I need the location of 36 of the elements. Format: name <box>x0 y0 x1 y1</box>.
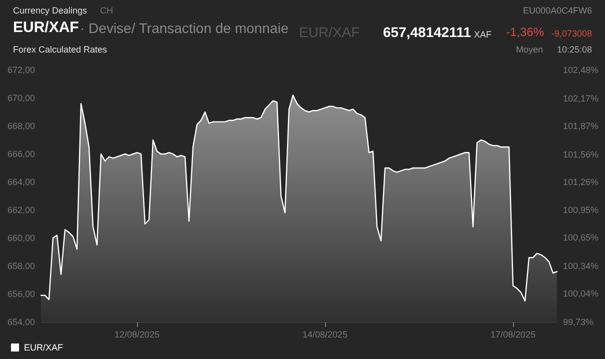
text: Moyen <box>516 44 544 54</box>
text: EU000A0C4FW6 <box>522 6 592 16</box>
y-tick-label: 670,00 <box>7 93 35 103</box>
text: XAF <box>474 30 492 40</box>
text: Currency Dealings <box>13 6 88 16</box>
y-tick-label: 662,00 <box>7 205 35 215</box>
legend-label: EUR/XAF <box>24 342 64 352</box>
x-tick-label: 17/08/2025 <box>490 330 536 340</box>
text: 10:25:08 <box>556 44 592 54</box>
y-tick-label: 660,00 <box>7 233 35 243</box>
y2-tick-label: 102,17% <box>563 93 599 104</box>
y-tick-label: 658,00 <box>7 261 35 271</box>
text: 657,48142111 <box>383 24 472 40</box>
chart-title: EUR/XAF <box>13 19 79 36</box>
y2-tick-label: 100,34% <box>563 261 599 272</box>
y-tick-label: 654,00 <box>7 317 35 327</box>
y2-tick-label: 101,87% <box>563 120 599 131</box>
y2-tick-label: 100,65% <box>563 232 599 243</box>
y2-tick-label: 101,56% <box>563 149 599 160</box>
text: -9,073008 <box>551 28 592 38</box>
text: CH <box>100 6 113 16</box>
text: -1,36% <box>506 25 544 39</box>
y-tick-label: 668,00 <box>7 121 35 131</box>
y-tick-label: 656,00 <box>7 289 35 299</box>
y2-tick-label: 100,95% <box>563 205 599 216</box>
y2-tick-label: 101,26% <box>563 176 599 187</box>
chart-subtitle: · Devise/ Transaction de monnaie <box>80 20 289 36</box>
x-tick-label: 12/08/2025 <box>114 330 160 340</box>
y2-tick-label: 102,48% <box>563 65 599 75</box>
x-tick-label: 14/08/2025 <box>302 330 348 340</box>
y-tick-label: 672,00 <box>7 65 35 75</box>
y-tick-label: 664,00 <box>7 177 35 187</box>
y2-tick-label: 99,73% <box>563 317 594 327</box>
y-tick-label: 666,00 <box>7 149 35 159</box>
y2-tick-label: 100,04% <box>563 288 599 299</box>
text: Forex Calculated Rates <box>13 44 108 54</box>
